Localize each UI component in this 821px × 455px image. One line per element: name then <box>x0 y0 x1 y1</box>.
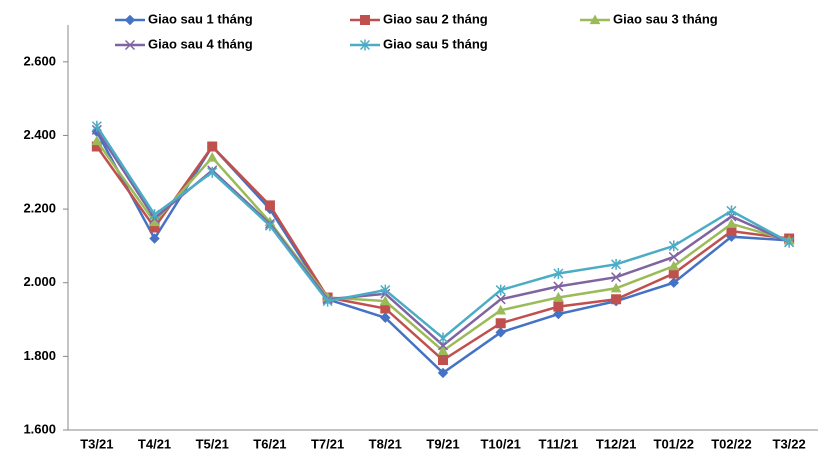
legend-label: Giao sau 4 tháng <box>148 36 253 51</box>
marker <box>124 14 136 26</box>
marker <box>379 295 391 306</box>
marker <box>589 14 601 25</box>
x-tick-label: T4/21 <box>138 436 171 451</box>
marker <box>359 39 371 51</box>
legend-label: Giao sau 2 tháng <box>383 11 488 26</box>
x-tick-label: T3/21 <box>80 436 113 451</box>
marker <box>668 251 679 262</box>
x-tick-label: T02/22 <box>711 436 751 451</box>
marker <box>264 220 275 232</box>
marker <box>437 332 449 344</box>
marker <box>495 304 507 315</box>
marker <box>611 258 622 270</box>
x-tick-label: T11/21 <box>539 436 579 451</box>
marker <box>553 301 564 312</box>
x-tick-label: T8/21 <box>369 436 402 451</box>
y-tick-label: 1.800 <box>23 348 56 363</box>
marker <box>91 120 102 132</box>
marker <box>380 284 391 296</box>
marker <box>264 200 275 211</box>
marker <box>668 268 679 279</box>
marker <box>668 260 680 271</box>
x-tick-label: T12/21 <box>596 436 636 451</box>
y-tick-label: 1.600 <box>23 421 56 436</box>
marker <box>495 284 506 296</box>
marker <box>495 294 506 305</box>
marker <box>495 327 506 338</box>
legend-label: Giao sau 5 tháng <box>383 36 488 51</box>
marker <box>91 135 103 146</box>
marker <box>438 355 448 366</box>
marker <box>437 367 449 379</box>
marker <box>611 272 622 283</box>
marker <box>553 268 564 280</box>
marker <box>149 209 160 221</box>
marker <box>784 236 795 248</box>
y-tick-label: 2.000 <box>23 274 56 289</box>
x-tick-label: T5/21 <box>196 436 229 451</box>
marker <box>668 240 679 252</box>
marker <box>495 318 506 329</box>
series-line <box>95 125 790 340</box>
marker <box>206 152 218 162</box>
marker <box>360 15 370 25</box>
marker <box>437 340 449 351</box>
marker <box>553 281 564 292</box>
x-tick-label: T3/22 <box>773 436 806 451</box>
marker <box>207 166 218 178</box>
y-tick-label: 2.200 <box>23 201 56 216</box>
marker <box>207 141 218 152</box>
marker <box>668 277 679 288</box>
legend-label: Giao sau 3 tháng <box>613 11 718 26</box>
marker <box>124 39 136 51</box>
marker <box>726 205 737 217</box>
series-line <box>95 140 790 353</box>
legend-label: Giao sau 1 tháng <box>148 11 253 26</box>
marker <box>610 282 622 293</box>
marker <box>149 233 160 244</box>
marker <box>726 226 737 237</box>
marker <box>322 295 333 307</box>
y-tick-label: 2.400 <box>23 127 56 142</box>
x-tick-label: T7/21 <box>311 436 344 451</box>
y-tick-label: 2.600 <box>23 53 56 68</box>
marker <box>553 308 564 320</box>
marker <box>726 218 737 228</box>
x-tick-label: T10/21 <box>480 436 520 451</box>
marker <box>380 312 391 323</box>
x-tick-label: T9/21 <box>426 436 459 451</box>
marker <box>553 291 564 302</box>
x-tick-label: T6/21 <box>253 436 286 451</box>
marker <box>437 345 449 355</box>
x-tick-label: T01/22 <box>654 436 694 451</box>
marker <box>611 294 622 305</box>
